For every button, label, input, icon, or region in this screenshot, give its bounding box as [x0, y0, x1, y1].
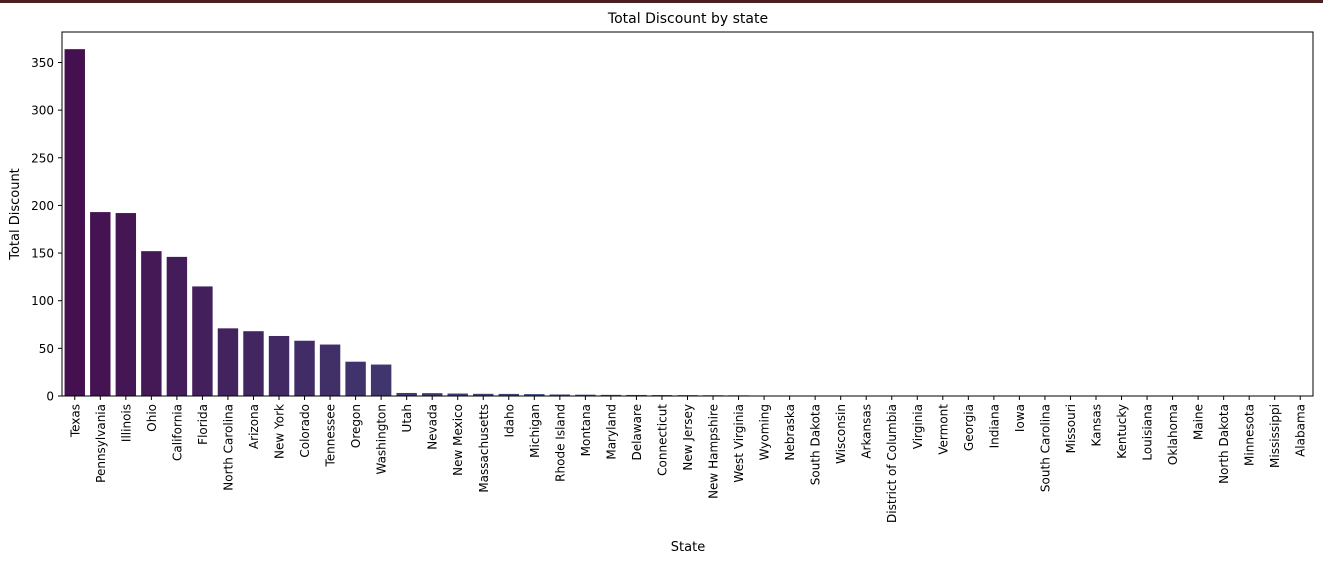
bar-oregon: [345, 361, 366, 396]
x-tick-label: Florida: [196, 404, 210, 445]
y-axis-label: Total Discount: [8, 168, 23, 261]
bar-california: [166, 256, 188, 396]
x-tick-label: Maryland: [604, 404, 618, 460]
x-tick-label: Georgia: [962, 404, 976, 451]
bar-washington: [370, 364, 392, 396]
x-tick-label: Minnesota: [1243, 404, 1257, 466]
chart-title: Total Discount by state: [607, 11, 768, 27]
x-axis: Texas Pennsylvania Illinois Ohio California F…: [68, 396, 1308, 523]
x-tick-label: Virginia: [911, 404, 925, 449]
x-tick-label: Rhode Island: [553, 404, 567, 482]
bar-nevada: [421, 393, 443, 396]
bar-new-mexico: [447, 393, 468, 396]
x-tick-label: Kentucky: [1115, 404, 1129, 459]
bar-new-york: [268, 335, 290, 396]
bar-massachusetts: [473, 393, 494, 396]
bar-utah: [396, 392, 417, 396]
x-tick-label: North Dakota: [1217, 404, 1231, 484]
bar-tennessee: [319, 344, 341, 396]
x-tick-label: Nevada: [426, 404, 440, 450]
x-tick-label: Alabama: [1294, 404, 1308, 457]
window-top-border: [0, 0, 1323, 3]
x-tick-label: Tennessee: [324, 404, 338, 468]
bar-colorado: [294, 340, 315, 396]
x-tick-label: Oregon: [349, 404, 363, 448]
y-tick-label: 200: [31, 199, 54, 213]
y-tick-label: 250: [31, 151, 54, 165]
y-axis: 0 50 100 150 200 250 300 350: [31, 56, 62, 404]
bar-michigan: [524, 394, 545, 396]
x-tick-label: Connecticut: [655, 404, 669, 476]
x-axis-label: State: [671, 540, 705, 555]
bar-montana: [575, 394, 596, 396]
bar-north-carolina: [217, 328, 239, 396]
x-tick-label: California: [170, 404, 184, 461]
y-tick-label: 350: [31, 56, 54, 70]
x-tick-label: Ohio: [145, 404, 159, 432]
x-tick-label: Nebraska: [783, 404, 797, 461]
bar-idaho: [498, 393, 519, 396]
x-tick-label: Missouri: [1064, 404, 1078, 453]
x-tick-label: New Hampshire: [707, 404, 721, 499]
bar-arizona: [243, 331, 264, 396]
bars-group: [64, 49, 749, 397]
bar-ohio: [141, 251, 162, 396]
x-tick-label: Utah: [400, 404, 414, 432]
x-tick-label: Wisconsin: [834, 404, 848, 464]
x-tick-label: Kansas: [1089, 404, 1103, 446]
x-tick-label: Wyoming: [758, 404, 772, 460]
x-tick-label: District of Columbia: [885, 404, 899, 523]
x-tick-label: West Virginia: [732, 404, 746, 483]
y-tick-label: 0: [46, 390, 54, 404]
x-tick-label: North Carolina: [221, 404, 235, 491]
x-tick-label: Montana: [579, 404, 593, 456]
x-tick-label: Texas: [68, 404, 82, 438]
x-tick-label: Arkansas: [860, 404, 874, 459]
x-tick-label: Iowa: [1013, 404, 1027, 432]
x-tick-label: Washington: [375, 404, 389, 475]
y-tick-label: 300: [31, 104, 54, 118]
x-tick-label: New York: [273, 404, 287, 459]
x-tick-label: Louisiana: [1141, 404, 1155, 461]
bar-illinois: [115, 213, 137, 396]
bar-rhode-island: [549, 394, 571, 396]
x-tick-label: Delaware: [630, 404, 644, 461]
x-tick-label: Mississippi: [1268, 404, 1282, 468]
y-tick-label: 50: [39, 342, 54, 356]
bar-florida: [192, 286, 213, 396]
bar-pennsylvania: [90, 212, 111, 396]
plot-frame: [61, 31, 1314, 397]
x-tick-label: South Dakota: [809, 404, 823, 485]
x-tick-label: Massachusetts: [477, 404, 491, 493]
y-tick-label: 100: [31, 294, 54, 308]
bar-delaware: [626, 394, 647, 396]
x-tick-label: Colorado: [298, 404, 312, 458]
x-tick-label: Oklahoma: [1166, 404, 1180, 465]
x-tick-label: New Mexico: [451, 404, 465, 476]
y-tick-label: 150: [31, 247, 54, 261]
x-tick-label: Illinois: [119, 404, 133, 442]
x-tick-label: Pennsylvania: [94, 404, 108, 483]
x-tick-label: South Carolina: [1038, 404, 1052, 492]
x-tick-label: New Jersey: [681, 404, 695, 471]
x-tick-label: Arizona: [247, 404, 261, 449]
x-tick-label: Michigan: [528, 404, 542, 458]
x-tick-label: Idaho: [502, 404, 516, 437]
x-tick-label: Maine: [1192, 404, 1206, 440]
x-tick-label: Vermont: [936, 404, 950, 455]
x-tick-label: Indiana: [987, 404, 1001, 448]
bar-texas: [64, 49, 85, 397]
bar-maryland: [600, 394, 622, 396]
